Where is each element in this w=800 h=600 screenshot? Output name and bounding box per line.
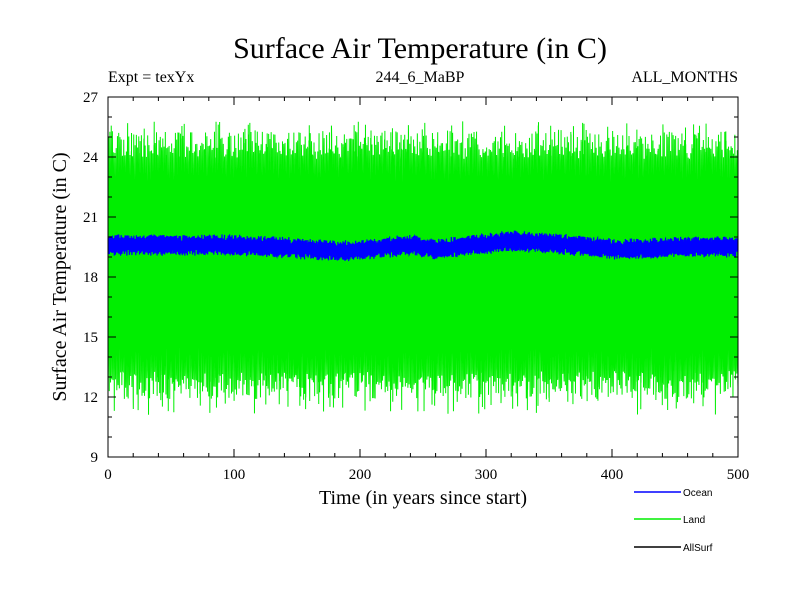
legend-label-allsurf: AllSurf [683, 543, 713, 554]
legend-label-ocean: Ocean [683, 488, 712, 499]
y-tick-label: 12 [83, 390, 98, 406]
run-label: 244_6_MaBP [376, 69, 465, 86]
x-tick-label: 500 [727, 467, 750, 483]
y-tick-label: 18 [83, 270, 98, 286]
x-tick-label: 300 [475, 467, 498, 483]
series-ocean-line [108, 230, 738, 262]
x-tick-label: 0 [104, 467, 112, 483]
chart-title: Surface Air Temperature (in C) [233, 32, 607, 65]
y-tick-label: 27 [83, 90, 99, 106]
legend: Ocean Land AllSurf [634, 488, 713, 554]
x-tick-label: 400 [601, 467, 624, 483]
x-tick-label: 100 [223, 467, 246, 483]
series-land-line [108, 121, 738, 415]
months-label: ALL_MONTHS [631, 69, 738, 86]
legend-label-land: Land [683, 515, 705, 526]
plot-data [108, 121, 738, 415]
y-tick-label: 9 [91, 450, 99, 466]
x-axis-label: Time (in years since start) [319, 487, 527, 509]
experiment-label: Expt = texYx [108, 69, 194, 86]
x-tick-label: 200 [349, 467, 372, 483]
y-tick-label: 15 [83, 330, 98, 346]
axes: 0 100 200 300 400 500 9 12 15 18 21 24 27 [83, 90, 749, 483]
y-tick-label: 21 [83, 210, 98, 226]
y-axis-label: Surface Air Temperature (in C) [49, 152, 71, 401]
y-tick-label: 24 [83, 150, 99, 166]
